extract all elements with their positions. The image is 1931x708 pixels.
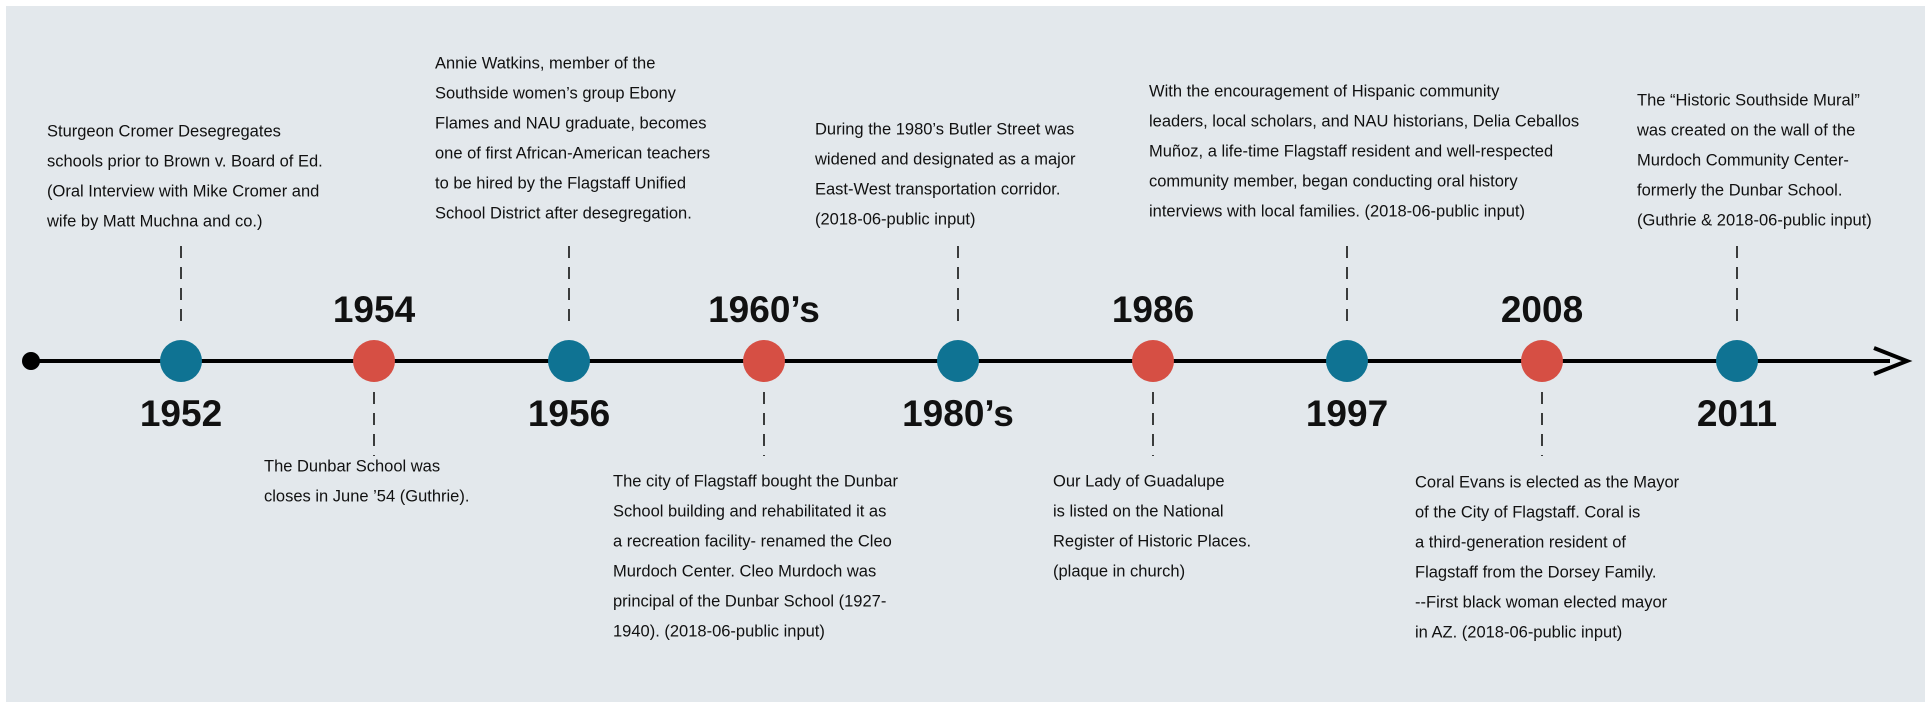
event-marker <box>1716 340 1758 382</box>
event-marker <box>743 340 785 382</box>
event-year: 1986 <box>1112 289 1194 330</box>
event-description-line: wife by Matt Muchna and co.) <box>46 212 263 230</box>
event-description-line: leaders, local scholars, and NAU histori… <box>1149 112 1579 130</box>
event-description-line: School building and rehabilitated it as <box>613 502 886 520</box>
event-description-line: East-West transportation corridor. <box>815 180 1060 198</box>
event-description-line: --First black woman elected mayor <box>1415 593 1668 611</box>
timeline-start <box>22 352 40 370</box>
timeline-arrow <box>1873 346 1913 376</box>
event-year: 2008 <box>1501 289 1583 330</box>
event-description-line: Flames and NAU graduate, becomes <box>435 114 706 132</box>
event-marker <box>1521 340 1563 382</box>
event-description-line: interviews with local families. (2018-06… <box>1149 202 1525 220</box>
event-year: 1980’s <box>902 393 1014 434</box>
event-description-line: The city of Flagstaff bought the Dunbar <box>613 472 898 490</box>
event-description-line: Muñoz, a life-time Flagstaff resident an… <box>1149 142 1553 160</box>
event-marker <box>1132 340 1174 382</box>
event-marker <box>937 340 979 382</box>
event-year: 1954 <box>333 289 416 330</box>
event-description-line: community member, began conducting oral … <box>1149 172 1518 190</box>
event-description-line: Murdoch Center. Cleo Murdoch was <box>613 562 876 580</box>
event-marker <box>1326 340 1368 382</box>
event-marker <box>548 340 590 382</box>
event-description-line: a third-generation resident of <box>1415 533 1626 551</box>
event-description-line: (plaque in church) <box>1053 562 1185 580</box>
event-description-line: The Dunbar School was <box>264 457 440 475</box>
event-description-line: The “Historic Southside Mural” <box>1637 91 1860 109</box>
event-description-line: School District after desegregation. <box>435 204 692 222</box>
event-description-line: was created on the wall of the <box>1636 121 1855 139</box>
event-description-line: Sturgeon Cromer Desegregates <box>47 122 281 140</box>
event-description-line: Flagstaff from the Dorsey Family. <box>1415 563 1656 581</box>
event-description-line: principal of the Dunbar School (1927- <box>613 592 886 610</box>
event-description-line: formerly the Dunbar School. <box>1637 181 1842 199</box>
event-description-line: in AZ. (2018-06-public input) <box>1415 623 1622 641</box>
event-description-line: schools prior to Brown v. Board of Ed. <box>47 152 323 170</box>
event-description-line: (Oral Interview with Mike Cromer and <box>47 182 319 200</box>
event-description-line: a recreation facility- renamed the Cleo <box>613 532 892 550</box>
event-description-line: closes in June ’54 (Guthrie). <box>264 487 469 505</box>
event-description-line: 1940). (2018-06-public input) <box>613 622 825 640</box>
event-description-line: Murdoch Community Center- <box>1637 151 1849 169</box>
event-description-line: of the City of Flagstaff. Coral is <box>1415 503 1640 521</box>
event-year: 1952 <box>140 393 222 434</box>
event-marker <box>160 340 202 382</box>
event-description-line: is listed on the National <box>1053 502 1224 520</box>
event-year: 1997 <box>1306 393 1388 434</box>
event-description-line: Annie Watkins, member of the <box>435 54 655 72</box>
event-description-line: (Guthrie & 2018-06-public input) <box>1637 211 1872 229</box>
event-year: 2011 <box>1697 393 1777 434</box>
event-description-line: (2018-06-public input) <box>815 210 976 228</box>
event-description-line: Our Lady of Guadalupe <box>1053 472 1225 490</box>
event-year: 1956 <box>528 393 610 434</box>
event-description-line: Southside women’s group Ebony <box>435 84 677 102</box>
event-description-line: one of first African-American teachers <box>435 144 710 162</box>
event-description-line: Register of Historic Places. <box>1053 532 1251 550</box>
event-description-line: During the 1980’s Butler Street was <box>815 120 1074 138</box>
event-description-line: widened and designated as a major <box>814 150 1076 168</box>
events: 1952 Sturgeon Cromer Desegregates schools … <box>46 54 1872 641</box>
event-description-line: Coral Evans is elected as the Mayor <box>1415 473 1680 491</box>
event-description-line: With the encouragement of Hispanic commu… <box>1149 82 1500 100</box>
event-year: 1960’s <box>708 289 820 330</box>
event-description-line: to be hired by the Flagstaff Unified <box>435 174 686 192</box>
event-marker <box>353 340 395 382</box>
